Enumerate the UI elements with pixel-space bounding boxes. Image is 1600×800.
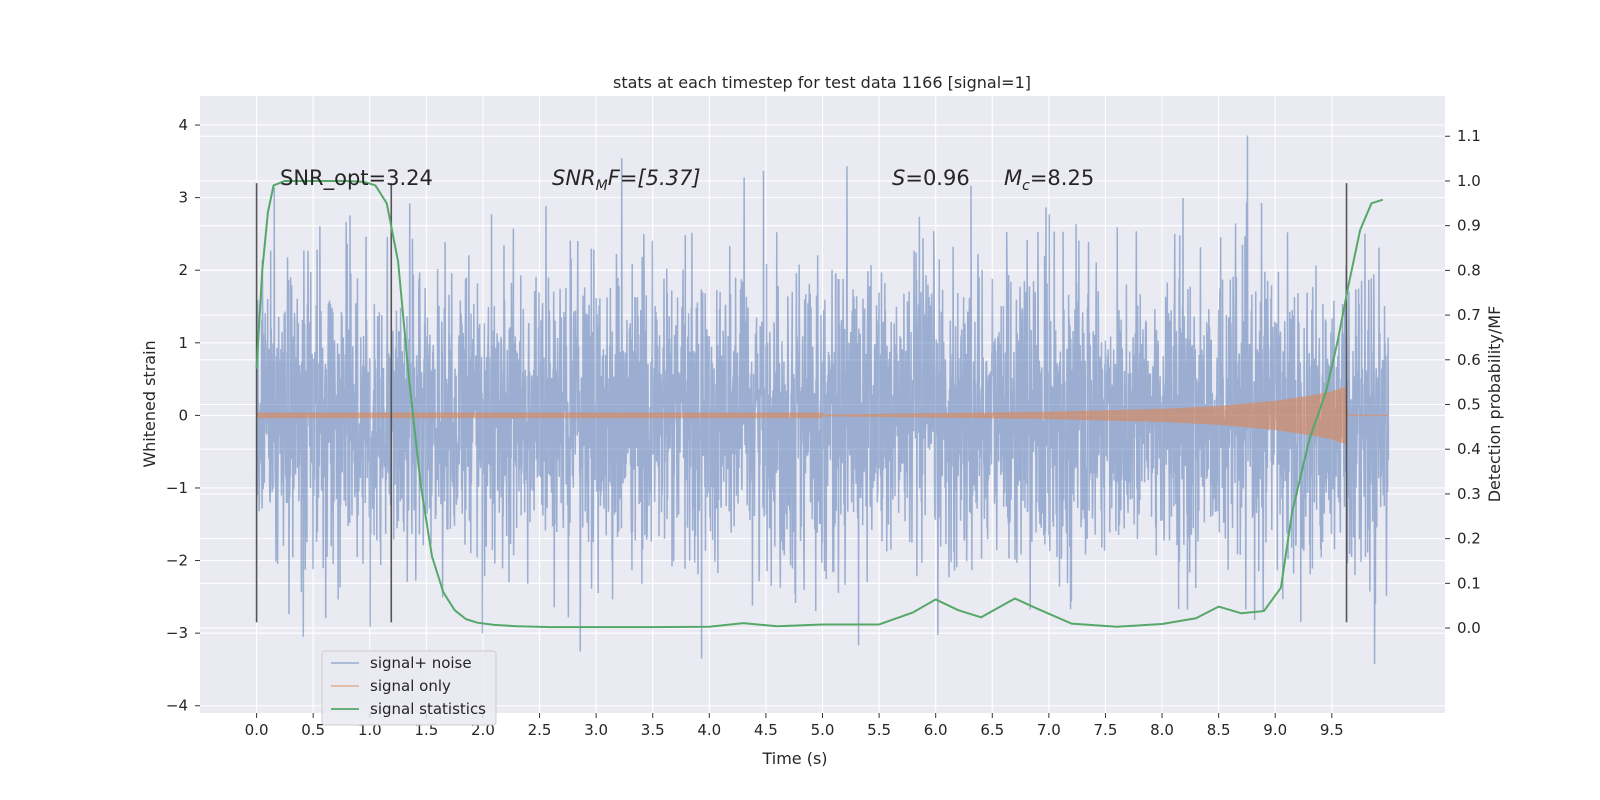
annotation-mc-rest: =8.25 [1030,166,1094,190]
annotation-snr-mf-sub: M [596,178,608,194]
x-tick-label: 9.0 [1263,721,1287,739]
x-tick-label: 3.5 [641,721,665,739]
legend-label-noise: signal+ noise [370,654,472,672]
annotation-snr-opt: SNR_opt=3.24 [280,166,433,191]
y-left-tick-label: −4 [166,697,188,715]
legend-label-statistics: signal statistics [370,700,486,718]
y-right-tick-label: 1.1 [1457,127,1481,145]
x-tick-label: 4.0 [697,721,721,739]
y-left-tick-label: 2 [178,261,188,279]
annotation-snr-mf-rest: F=[5.37] [608,166,701,190]
series-signal-only-line [255,386,1389,445]
y-right-tick-label: 0.8 [1457,261,1481,279]
annotation-mc-sub: c [1022,178,1030,194]
axes: 0.0 0.5 1.0 1.5 2.0 2.5 3.0 3.5 4.0 4.5 5.0 5.5 6.0 6… [166,116,1481,739]
legend: signal+ noise signal only signal statist… [321,650,497,726]
x-axis-title: Time (s) [761,749,827,768]
x-tick-label: 5.0 [811,721,835,739]
y-right-tick-label: 0.0 [1457,619,1481,637]
y-left-tick-label: 1 [178,334,188,352]
y-right-tick-label: 0.4 [1457,440,1481,458]
series-signal-plus-noise-line [255,135,1390,665]
vertical-markers [255,183,1348,623]
y-right-tick-label: 0.6 [1457,351,1481,369]
y-right-tick-label: 0.7 [1457,306,1481,324]
y-right-tick-label: 1.0 [1457,172,1481,190]
annotation-s: S=0.96 [892,166,970,190]
x-tick-label: 6.0 [924,721,948,739]
annotation-mc-name: M [1004,166,1022,190]
x-tick-label: 9.5 [1320,721,1344,739]
y-left-tick-label: 4 [178,116,188,134]
y-right-tick-label: 0.9 [1457,217,1481,235]
annotation-s-name: S [892,166,905,190]
series-signal-statistics-line [255,179,1384,629]
x-tick-label: 8.5 [1207,721,1231,739]
annotation-snr-mf: SNRMF=[5.37] [552,166,701,194]
y-right-tick-label: 0.5 [1457,396,1481,414]
annotation-snr-mf-name: SNR [552,166,596,190]
x-tick-label: 3.0 [584,721,608,739]
y-right-tick-label: 0.1 [1457,574,1481,592]
y-left-tick-label: 0 [178,406,188,424]
signal-statistics-series [255,179,1384,629]
x-tick-label: 4.5 [754,721,778,739]
x-tick-label: 0.0 [245,721,269,739]
y-left-axis-title: Whitened strain [140,340,159,467]
x-tick-label: 6.5 [980,721,1004,739]
signal-plus-noise-series [255,135,1390,665]
y-right-tick-label: 0.3 [1457,485,1481,503]
y-right-tick-label: 0.2 [1457,530,1481,548]
x-tick-label: 5.5 [867,721,891,739]
y-left-tick-label: −3 [166,624,188,642]
x-tick-label: 0.5 [301,721,325,739]
x-tick-label: 7.5 [1094,721,1118,739]
y-left-tick-label: −1 [166,479,188,497]
chart-title: stats at each timestep for test data 116… [613,73,1031,92]
y-left-tick-label: −2 [166,552,188,570]
legend-label-signal: signal only [370,677,451,695]
annotation-mc: Mc=8.25 [1004,166,1094,194]
legend-box [321,650,497,726]
x-tick-label: 2.5 [528,721,552,739]
signal-only-series [255,386,1389,445]
y-right-axis-title: Detection probability/MF [1485,306,1504,503]
y-left-tick-label: 3 [178,189,188,207]
x-tick-label: 7.0 [1037,721,1061,739]
x-tick-label: 8.0 [1150,721,1174,739]
annotation-s-rest: =0.96 [905,166,969,190]
